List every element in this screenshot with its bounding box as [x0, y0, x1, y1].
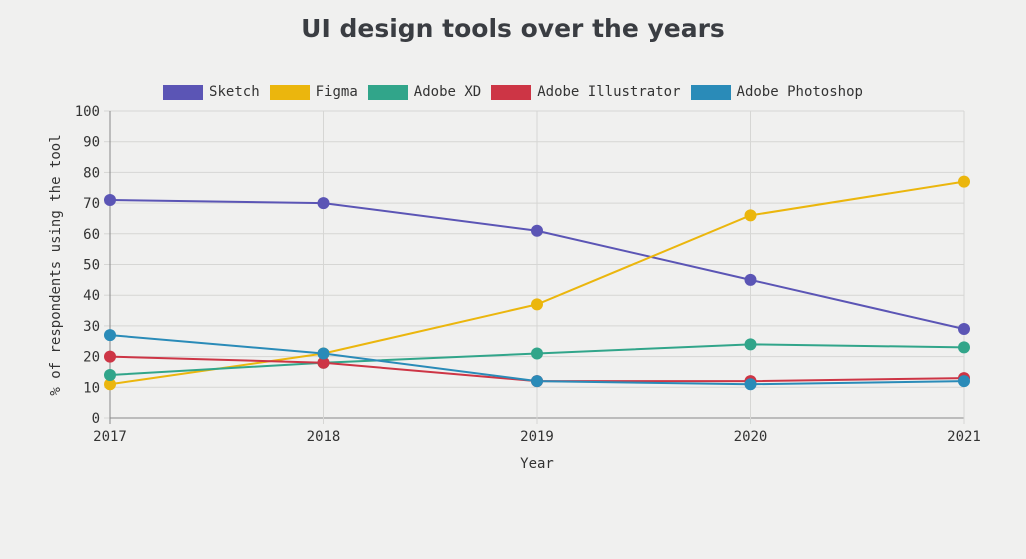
y-axis-title: % of respondents using the tool [48, 134, 64, 395]
x-axis-title: Year [520, 456, 554, 472]
y-tick-label: 10 [83, 380, 100, 396]
data-point-adobe-xd[interactable] [104, 369, 116, 382]
y-tick-label: 20 [83, 350, 100, 366]
legend-label: Figma [315, 84, 358, 100]
data-point-sketch[interactable] [317, 197, 330, 210]
data-point-sketch[interactable] [744, 273, 757, 286]
grid [104, 110, 965, 424]
y-tick-label: 70 [83, 196, 100, 212]
data-point-adobe-photoshop[interactable] [958, 375, 970, 388]
legend-swatch [690, 84, 731, 100]
series-points [104, 175, 970, 391]
legend-label: Adobe Illustrator [537, 84, 681, 100]
data-point-sketch[interactable] [104, 194, 116, 207]
data-point-figma[interactable] [104, 378, 116, 391]
legend-item[interactable]: Adobe Illustrator [491, 84, 681, 100]
y-tick-label: 30 [83, 319, 100, 335]
y-tick-label: 50 [83, 258, 100, 274]
y-tick-label: 0 [92, 411, 100, 427]
x-tick-label: 2019 [520, 429, 554, 445]
data-point-adobe-photoshop[interactable] [531, 375, 543, 388]
x-tick-label: 2020 [734, 429, 768, 445]
legend-swatch [491, 84, 532, 100]
y-tick-label: 80 [83, 165, 100, 181]
data-point-adobe-illustrator[interactable] [104, 350, 116, 363]
y-tick-label: 100 [75, 104, 100, 120]
x-tick-label: 2018 [307, 429, 341, 445]
legend-label: Sketch [209, 84, 260, 100]
legend-item[interactable]: Figma [269, 84, 358, 100]
data-point-figma[interactable] [531, 298, 543, 311]
data-point-adobe-xd[interactable] [531, 347, 543, 360]
legend-item[interactable]: Adobe Photoshop [690, 84, 863, 100]
legend-item[interactable]: Sketch [163, 84, 260, 100]
y-tick-label: 40 [83, 288, 100, 304]
legend-swatch [367, 84, 408, 100]
legend-swatch [269, 84, 310, 100]
data-point-adobe-xd[interactable] [744, 338, 757, 351]
axes: 0 10 20 30 40 50 60 70 80 90 100 2017 2018 2019 2020 20… [75, 104, 981, 445]
data-point-figma[interactable] [958, 175, 970, 188]
x-tick-label: 2021 [947, 429, 981, 445]
data-point-adobe-xd[interactable] [958, 341, 970, 354]
legend: Sketch Figma Adobe XD Adobe Illustrator Adob… [0, 84, 1026, 100]
data-point-sketch[interactable] [958, 322, 970, 335]
x-tick-label: 2017 [93, 429, 127, 445]
legend-label: Adobe XD [413, 84, 482, 100]
data-point-figma[interactable] [744, 209, 757, 222]
data-point-adobe-photoshop[interactable] [744, 378, 757, 391]
legend-item[interactable]: Adobe XD [367, 84, 482, 100]
chart-title: UI design tools over the years [301, 14, 725, 43]
y-tick-label: 90 [83, 135, 100, 151]
y-tick-label: 60 [83, 227, 100, 243]
data-point-adobe-illustrator[interactable] [317, 356, 330, 369]
data-point-sketch[interactable] [531, 224, 543, 237]
data-point-adobe-photoshop[interactable] [317, 347, 330, 360]
data-point-adobe-photoshop[interactable] [104, 329, 116, 342]
legend-label: Adobe Photoshop [736, 84, 863, 100]
legend-swatch [163, 84, 204, 100]
